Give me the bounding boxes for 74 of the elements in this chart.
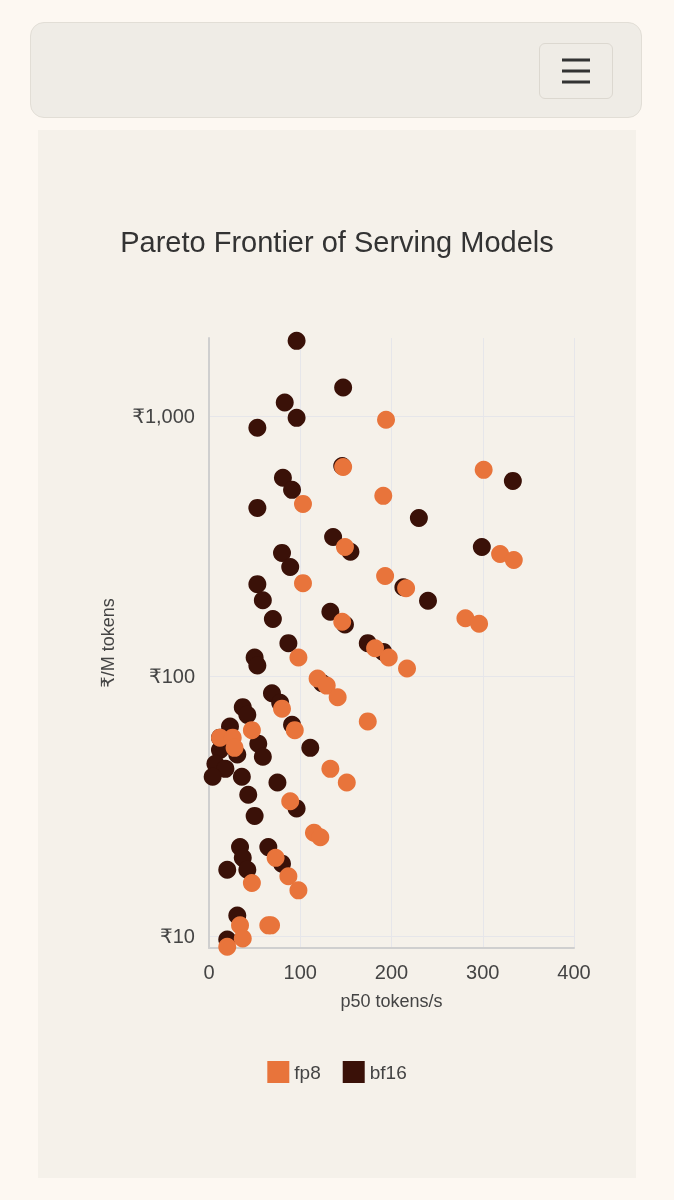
point <box>294 494 312 513</box>
point <box>242 721 261 740</box>
point <box>253 747 272 766</box>
point <box>239 785 258 804</box>
legend-label: bf16 <box>369 1061 407 1083</box>
point <box>232 767 251 786</box>
point <box>248 575 267 594</box>
point <box>287 408 306 427</box>
point <box>273 543 291 562</box>
point <box>294 574 312 593</box>
point <box>374 486 393 505</box>
chart-title: Pareto Frontier of Serving Models <box>120 225 554 258</box>
point <box>238 705 257 724</box>
point <box>324 528 343 547</box>
x-tick-label: 200 <box>374 961 409 983</box>
point <box>218 937 237 956</box>
point <box>377 410 396 429</box>
point <box>248 656 267 675</box>
x-tick-label: 100 <box>283 961 317 983</box>
point <box>503 471 522 490</box>
point <box>317 676 336 695</box>
point <box>472 538 491 556</box>
point <box>376 566 395 585</box>
point <box>337 773 356 792</box>
x-tick-label: 300 <box>466 961 500 983</box>
point <box>283 480 302 499</box>
point <box>281 792 300 811</box>
point <box>281 558 300 577</box>
point <box>253 591 272 610</box>
point <box>248 498 267 517</box>
point <box>289 648 308 667</box>
point <box>287 331 306 350</box>
point <box>366 639 385 658</box>
point <box>233 929 252 948</box>
point <box>409 509 428 527</box>
point <box>335 538 354 556</box>
point <box>279 634 298 653</box>
point <box>242 874 261 893</box>
point <box>268 773 287 792</box>
point <box>470 614 489 633</box>
y-tick-label: ₹1,000 <box>132 405 195 428</box>
point <box>218 860 237 879</box>
point <box>328 688 347 707</box>
point <box>398 659 417 678</box>
point <box>456 609 475 628</box>
legend-label: fp8 <box>294 1061 321 1083</box>
point <box>203 767 222 786</box>
point <box>419 591 437 610</box>
point <box>263 609 282 628</box>
y-tick-label: ₹10 <box>160 925 195 948</box>
point <box>245 806 264 825</box>
point <box>289 881 308 900</box>
x-axis-title: p50 tokens/s <box>340 991 443 1011</box>
y-axis-title: ₹/M tokens <box>98 598 118 688</box>
point <box>321 759 340 778</box>
point <box>273 699 291 718</box>
point <box>491 545 510 564</box>
point <box>504 550 523 569</box>
point <box>311 828 330 847</box>
point <box>321 602 340 621</box>
point <box>275 393 294 412</box>
y-tick-label: ₹100 <box>148 665 195 688</box>
x-tick-label: 400 <box>557 961 591 983</box>
point <box>358 712 377 731</box>
point <box>273 468 292 487</box>
point <box>266 848 285 867</box>
x-tick-label: 0 <box>203 961 215 983</box>
point <box>301 738 320 757</box>
point <box>285 721 304 740</box>
point <box>474 460 493 479</box>
point <box>279 867 298 886</box>
point <box>334 378 353 397</box>
point <box>248 418 267 437</box>
point <box>379 648 398 667</box>
